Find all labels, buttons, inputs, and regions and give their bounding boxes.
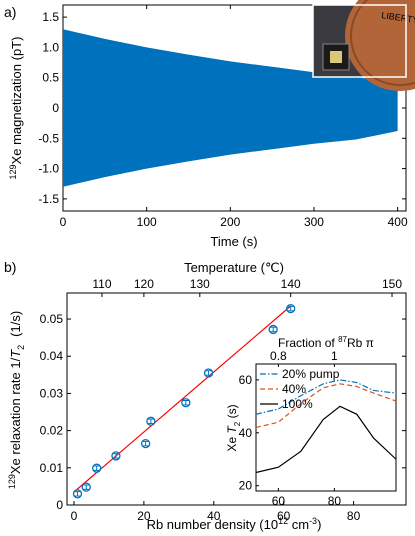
inset-y-tick-label: 20 — [239, 479, 253, 493]
coin-photo-inset: LIBERTY — [312, 0, 415, 91]
xlabel-text: Rb number density (10 — [147, 517, 279, 532]
y-tick-label: 0 — [56, 498, 63, 512]
inset-y-tick-label: 40 — [239, 426, 253, 440]
y-tick-label: 0.03 — [40, 386, 64, 400]
y-tick-label: -1.0 — [38, 162, 59, 176]
photo-border — [312, 4, 407, 78]
panel-b-label: b) — [4, 259, 16, 275]
ylabel-pre: 129 — [7, 474, 17, 489]
panel-b-ylabel: 129Xe relaxation rate 1/T2 (1/s) — [7, 311, 26, 489]
legend-label: 40% — [282, 382, 306, 396]
panel-a-label: a) — [4, 4, 16, 20]
data-point — [81, 482, 91, 492]
penny-rim — [350, 0, 415, 86]
y-tick-label: 0 — [52, 101, 59, 115]
inset-background — [256, 364, 396, 491]
xlabel-unit: cm — [288, 517, 309, 532]
inset-top-post: Rb π — [347, 336, 374, 350]
xlabel-close: ) — [317, 517, 321, 532]
top-tick-label: 140 — [281, 277, 301, 291]
panel-b-axes-box — [66, 292, 407, 506]
inset-bottom-tick-label: 80 — [328, 494, 342, 508]
inset-y-tick-label: 60 — [239, 373, 253, 387]
panel-b-xlabel: Rb number density (1012 cm-3) — [147, 516, 322, 532]
ylabel-text: Xe relaxation rate 1/ — [8, 357, 23, 474]
x-tick-label: 20 — [137, 509, 151, 523]
x-tick-label: 80 — [347, 509, 361, 523]
inset-bottom-tick-label: 60 — [272, 494, 286, 508]
top-tick-label: 120 — [134, 277, 154, 291]
inset-top-tick-label: 0.8 — [270, 349, 287, 363]
inset-series-lines — [255, 379, 397, 474]
ylabel-sub: 2 — [16, 345, 26, 350]
inset-ylabel-sub: 2 — [233, 421, 242, 426]
data-point — [203, 368, 214, 378]
linear-fit-line — [73, 305, 292, 493]
inset-series-line — [255, 405, 397, 474]
x-tick-label: 400 — [388, 215, 408, 229]
x-tick-label: 0 — [71, 509, 78, 523]
y-tick-label: -0.5 — [38, 131, 59, 145]
y-tick-label: 0.05 — [40, 312, 64, 326]
data-point — [286, 303, 296, 314]
inset-top-sup: 87 — [338, 335, 347, 344]
xlabel-sup: 12 — [278, 516, 288, 526]
vapor-cell-window — [330, 51, 342, 63]
inset-top-pre: Fraction of — [278, 336, 338, 350]
x-tick-label: 100 — [137, 215, 157, 229]
data-point — [92, 463, 102, 473]
inset-top-label: Fraction of 87Rb π — [278, 335, 374, 350]
data-point — [140, 438, 151, 449]
legend-label: 20% pump — [282, 367, 340, 381]
inset-ylabel: Xe T2 (s) — [225, 404, 242, 451]
top-tick-label: 110 — [92, 277, 111, 291]
x-tick-label: 60 — [277, 509, 291, 523]
xlabel-sup2: -3 — [309, 516, 317, 526]
y-tick-label: 0.01 — [40, 461, 64, 475]
panel-a-ticks: 0 100 200 300 400 -1.5 -1.0 -0.5 0 0.5 1.0 1.5 — [38, 5, 408, 229]
inset-series-line — [255, 379, 397, 415]
magnetization-envelope — [63, 29, 398, 187]
ylabel-T: T — [8, 349, 23, 358]
data-point — [72, 489, 83, 499]
y-tick-label: 1.5 — [42, 10, 59, 24]
y-tick-label: 0.04 — [40, 349, 64, 363]
panel-a-ylabel-sup: 129 — [8, 164, 18, 179]
panel-a-xlabel: Time (s) — [210, 234, 257, 249]
panel-a-ylabel-text: Xe magnetization (pT) — [9, 37, 24, 165]
x-tick-label: 300 — [304, 215, 324, 229]
inset-ylabel-unit: (s) — [225, 404, 239, 421]
data-point — [146, 416, 156, 426]
y-tick-label: 0.02 — [40, 424, 64, 438]
panel-a: a) 0 100 200 300 400 -1.5 -1.0 -0.5 0 0.5 1.0 1.5 T… — [4, 0, 415, 249]
top-tick-label: 150 — [382, 277, 402, 291]
inset-ticks: 20 40 60 0.8 1 60 80 — [239, 349, 342, 508]
inset-t2-panel: Fraction of 87Rb π 20 40 60 0.8 1 60 80 20% pu… — [225, 335, 397, 508]
data-point — [268, 324, 278, 335]
panel-b-top-label: Temperature (℃) — [184, 260, 284, 275]
relaxation-points — [72, 303, 296, 499]
inset-top-tick-label: 1 — [331, 349, 338, 363]
legend-label: 100% — [282, 397, 313, 411]
y-tick-label: 1.0 — [42, 40, 59, 54]
x-tick-label: 40 — [207, 509, 221, 523]
x-tick-label: 0 — [60, 215, 67, 229]
y-tick-label: -1.5 — [38, 192, 59, 206]
data-point — [111, 451, 121, 461]
y-tick-label: 0.5 — [42, 71, 59, 85]
x-tick-label: 200 — [220, 215, 240, 229]
inset-ylabel-pre: Xe — [225, 434, 239, 452]
panel-a-ylabel: 129Xe magnetization (pT) — [8, 37, 24, 180]
inset-ylabel-T: T — [225, 425, 239, 434]
ylabel-unit: (1/s) — [8, 311, 23, 337]
top-tick-label: 130 — [190, 277, 210, 291]
inset-series-line — [255, 383, 397, 429]
data-point — [181, 398, 191, 408]
